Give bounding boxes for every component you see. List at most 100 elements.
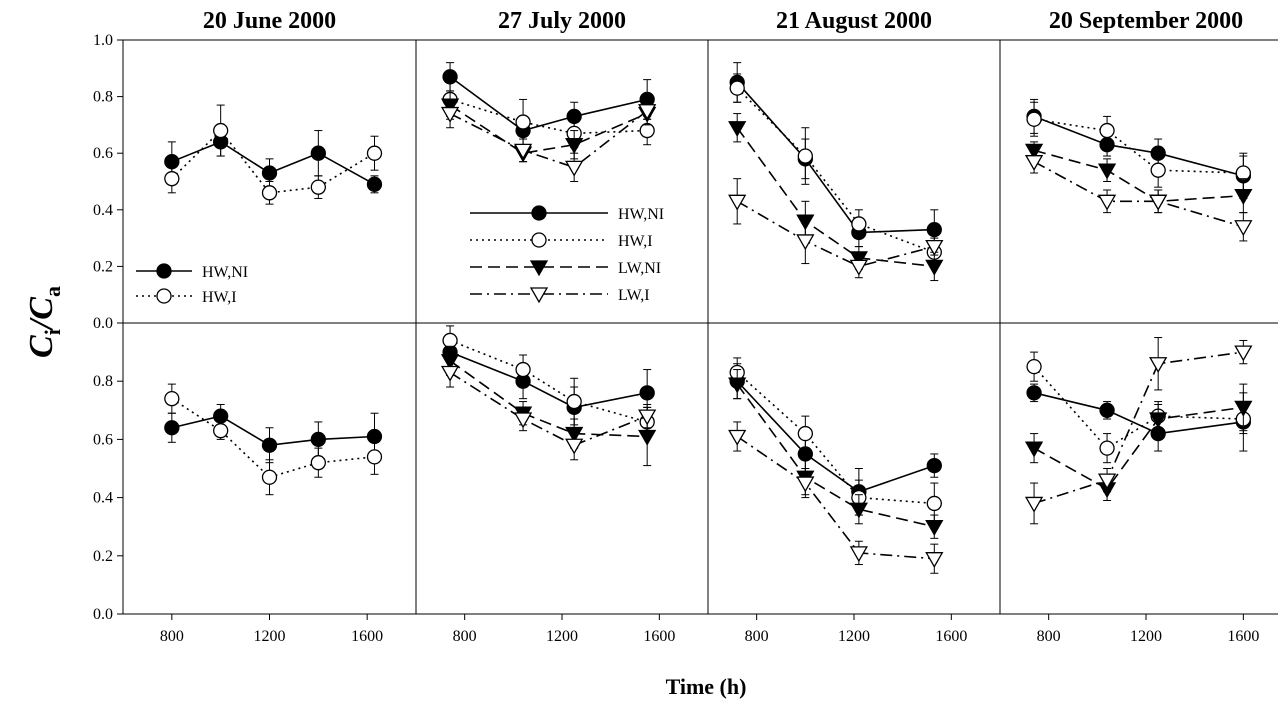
data-point	[566, 393, 582, 410]
series-lw-i	[440, 98, 657, 182]
x-tick-label: 1600	[351, 628, 383, 645]
x-tick-label: 800	[1037, 628, 1061, 645]
panel-frame	[707, 322, 1001, 615]
data-point	[1099, 402, 1115, 418]
data-point	[926, 221, 942, 238]
panel-title: 20 September 2000	[1049, 8, 1243, 34]
data-point	[1024, 155, 1044, 172]
data-point	[797, 425, 813, 442]
y-tick-label: 0.8	[93, 373, 113, 390]
series-hw-ni	[729, 62, 942, 250]
data-point	[1235, 165, 1251, 181]
data-point	[728, 121, 747, 138]
panel-frame	[999, 39, 1278, 324]
legend-label: HW,NI	[202, 264, 248, 281]
series-line	[736, 435, 935, 560]
data-point	[1097, 194, 1117, 211]
series-lw-ni	[440, 345, 657, 467]
x-tick-label: 1600	[643, 628, 675, 645]
data-point	[1234, 188, 1253, 205]
data-point	[638, 104, 657, 121]
data-point	[639, 385, 655, 401]
series-line	[449, 351, 648, 409]
panel-1: 20 June 2000 0.0 0.2 0.4 0.6 0.8 1.0 HW,NI HW,I	[93, 8, 417, 332]
data-point	[926, 495, 942, 512]
series-line	[736, 87, 935, 253]
series-hw-i	[729, 357, 942, 525]
y-tick-label: 0.6	[93, 431, 113, 448]
data-point	[728, 429, 747, 446]
data-point	[440, 365, 460, 382]
series-lw-ni	[1024, 383, 1253, 502]
data-point	[1149, 412, 1168, 429]
data-point	[261, 185, 278, 201]
legend-label: HW,I	[202, 289, 237, 306]
series-line	[1033, 149, 1244, 203]
data-point	[261, 165, 278, 181]
data-point	[1099, 440, 1115, 456]
y-tick-label: 1.0	[93, 32, 113, 49]
series-line	[736, 371, 935, 505]
data-point	[1150, 162, 1166, 178]
data-point	[213, 408, 229, 424]
data-point	[442, 332, 458, 349]
panel-title: 21 August 2000	[776, 8, 932, 34]
data-point	[729, 80, 745, 96]
y-tick-label: 0.0	[93, 315, 113, 332]
series-line	[449, 104, 648, 155]
data-point	[513, 412, 533, 429]
y-label-sub-i: i	[40, 329, 65, 335]
series-line	[449, 339, 648, 423]
data-point	[164, 391, 180, 407]
y-tick-label: 0.2	[93, 548, 113, 565]
series-hw-i	[1026, 101, 1251, 191]
y-tick-label: 0.2	[93, 258, 113, 275]
data-point	[213, 122, 229, 139]
data-point	[925, 552, 944, 569]
legend-marker	[531, 205, 547, 221]
series-line	[1033, 115, 1244, 177]
legend-label: HW,NI	[618, 206, 664, 223]
data-point	[926, 457, 942, 474]
data-point	[925, 239, 944, 256]
series-line	[736, 127, 935, 268]
panel-title: 20 June 2000	[203, 8, 336, 34]
y-tick-label: 0.0	[93, 606, 113, 623]
svg-text:Ci/Ca: Ci/Ca	[23, 286, 65, 358]
series-hw-ni	[164, 403, 383, 464]
data-point	[728, 377, 747, 394]
legend-label: HW,I	[618, 233, 653, 250]
series-hw-i	[164, 383, 383, 496]
data-point	[925, 259, 944, 276]
data-point	[1097, 163, 1117, 180]
data-point	[1097, 473, 1117, 490]
series-line	[736, 380, 935, 493]
y-label-slash: /	[23, 316, 60, 332]
data-point	[851, 216, 867, 232]
series-line	[1033, 351, 1244, 505]
data-point	[1149, 357, 1168, 374]
data-point	[513, 143, 533, 160]
panel-4: 20 September 2000	[999, 8, 1278, 324]
series-hw-i	[442, 325, 655, 437]
series-hw-ni	[442, 62, 655, 146]
y-tick-label: 0.6	[93, 145, 113, 162]
series-line	[736, 81, 935, 234]
data-point	[261, 437, 278, 453]
series-hw-ni	[164, 127, 383, 194]
series-line	[736, 383, 935, 528]
y-label-main: C	[23, 335, 60, 358]
legend-marker	[156, 263, 172, 279]
panel-frame	[707, 39, 1001, 324]
series-hw-ni	[442, 337, 655, 429]
data-point	[1099, 122, 1115, 139]
y-axis-label: Ci/Ca	[23, 286, 65, 358]
series-hw-ni	[1026, 98, 1251, 199]
series-line	[449, 371, 648, 447]
panels: 20 June 20000.00.20.40.60.81.0HW,NIHW,I2…	[93, 8, 1278, 645]
data-point	[164, 171, 180, 187]
series-line	[1033, 392, 1244, 435]
x-tick-label: 1200	[838, 628, 870, 645]
data-point	[639, 122, 655, 139]
data-point	[164, 420, 180, 436]
